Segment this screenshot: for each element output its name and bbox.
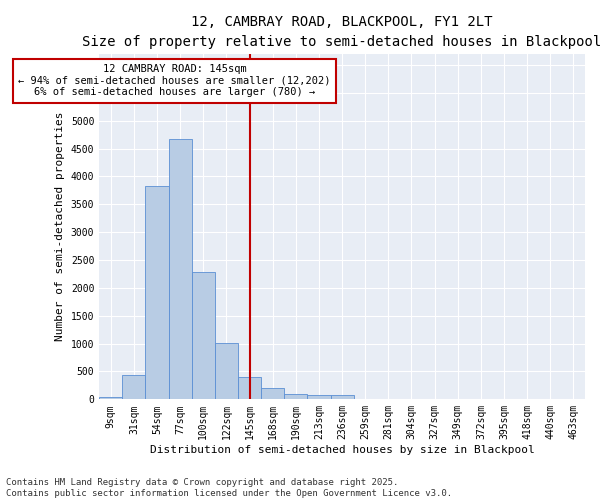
Y-axis label: Number of semi-detached properties: Number of semi-detached properties (55, 112, 65, 342)
Text: 12 CAMBRAY ROAD: 145sqm
← 94% of semi-detached houses are smaller (12,202)
6% of: 12 CAMBRAY ROAD: 145sqm ← 94% of semi-de… (18, 64, 331, 98)
Bar (284, 394, 307, 400)
Bar (238, 377, 261, 400)
Title: 12, CAMBRAY ROAD, BLACKPOOL, FY1 2LT
Size of property relative to semi-detached : 12, CAMBRAY ROAD, BLACKPOOL, FY1 2LT Siz… (82, 15, 600, 48)
Bar (99, 396, 122, 400)
Bar (192, 272, 215, 400)
Text: Contains HM Land Registry data © Crown copyright and database right 2025.
Contai: Contains HM Land Registry data © Crown c… (6, 478, 452, 498)
X-axis label: Distribution of semi-detached houses by size in Blackpool: Distribution of semi-detached houses by … (150, 445, 535, 455)
Bar (122, 375, 145, 400)
Bar (145, 186, 169, 400)
Bar (169, 139, 192, 400)
Bar (261, 388, 284, 400)
Bar (307, 395, 331, 400)
Bar (331, 396, 353, 400)
Bar (215, 343, 238, 400)
